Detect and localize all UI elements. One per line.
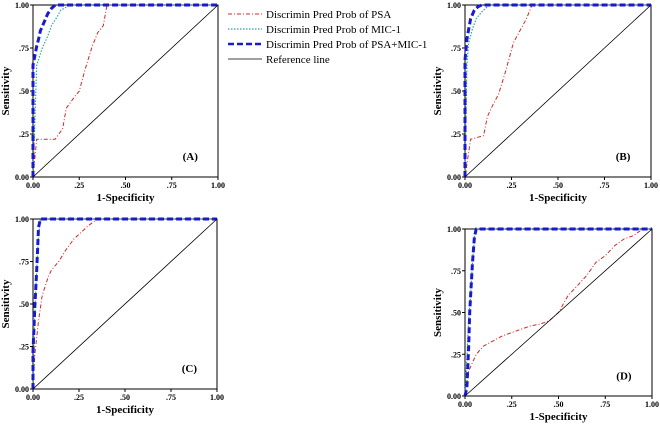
panel-label: (C) (182, 363, 198, 375)
y-tick-label: 1.00 (15, 215, 29, 224)
panel-c: 0.00 .25 .50 .75 1.00 0.00 .25 .50 .75 1.00 1-Spec… (0, 215, 224, 416)
legend-label: Reference line (266, 54, 330, 66)
y-tick-label: .25 (451, 350, 461, 359)
y-tick-label: 0.00 (447, 392, 461, 401)
x-axis-label: 1-Specificity (96, 404, 155, 416)
panel-a: 0.00 .25 .50 .75 1.00 0.00 .25 .50 .75 1.00 1-Spec… (0, 1, 225, 204)
legend-item-discrimin-pred-prob-of-psa: Discrimin Pred Prob of PSA (228, 9, 391, 21)
panel-label: (A) (183, 151, 199, 163)
x-tick-label: 1.00 (211, 181, 225, 190)
x-tick-label: .50 (121, 181, 131, 190)
series-line-discrimin-pred-prob-of-psa (32, 218, 217, 390)
x-tick-label: 1.00 (644, 181, 658, 190)
panel-b: 0.00 .25 .50 .75 1.00 0.00 .25 .50 .75 1.00 1-Spec… (432, 1, 658, 204)
x-tick-label: 0.00 (458, 181, 472, 190)
x-tick-label: 0.00 (26, 393, 40, 402)
panel-label: (D) (616, 370, 632, 382)
series-line-discrimin-pred-prob-of-psa (464, 4, 651, 178)
x-tick-label: 1.00 (645, 400, 659, 409)
y-axis-label: Sensitivity (0, 279, 12, 328)
series-line-discrimin-pred-prob-of-psa (32, 4, 218, 178)
y-tick-label: .50 (19, 300, 29, 309)
x-tick-label: .75 (166, 393, 176, 402)
x-axis-label: 1-Specificity (529, 411, 588, 423)
legend-label: Discrimin Pred Prob of MIC-1 (266, 24, 401, 36)
y-tick-label: .25 (19, 130, 29, 139)
panel-label: (B) (616, 151, 631, 163)
x-tick-label: .25 (507, 181, 517, 190)
x-tick-label: .50 (554, 400, 564, 409)
series-line-reference-line (464, 228, 653, 397)
x-tick-label: .25 (507, 400, 517, 409)
legend-label: Discrimin Pred Prob of PSA+MIC-1 (266, 39, 427, 51)
y-tick-label: 0.00 (15, 173, 29, 182)
series-line-reference-line (32, 4, 219, 178)
y-tick-label: 1.00 (447, 225, 461, 234)
y-tick-label: .50 (451, 87, 461, 96)
panel-d: 0.00 .25 .50 .75 1.00 0.00 .25 .50 .75 1.00 1-Spec… (432, 225, 659, 423)
series-line-reference-line (32, 218, 218, 390)
y-tick-label: 1.00 (15, 1, 29, 10)
legend-label: Discrimin Pred Prob of PSA (266, 9, 391, 21)
y-tick-label: .75 (451, 44, 461, 53)
series-line-discrimin-pred-prob-of-psa-mic-1 (31, 3, 218, 177)
x-tick-label: .75 (600, 181, 610, 190)
x-tick-label: .75 (167, 181, 177, 190)
y-tick-label: 0.00 (447, 173, 461, 182)
x-tick-label: .50 (120, 393, 130, 402)
series-line-discrimin-pred-prob-of-mic-1 (464, 4, 651, 178)
y-tick-label: .75 (19, 44, 29, 53)
series-line-discrimin-pred-prob-of-psa-mic-1 (31, 217, 217, 389)
y-axis-label: Sensitivity (432, 66, 444, 115)
x-tick-label: .50 (553, 181, 563, 190)
x-tick-label: 0.00 (26, 181, 40, 190)
x-axis-label: 1-Specificity (529, 192, 588, 204)
y-tick-label: .50 (451, 309, 461, 318)
legend-item-reference-line: Reference line (228, 54, 330, 66)
x-tick-label: .25 (74, 181, 84, 190)
series-line-discrimin-pred-prob-of-psa-mic-1 (463, 3, 651, 177)
x-tick-label: 0.00 (458, 400, 472, 409)
y-tick-label: 1.00 (447, 1, 461, 10)
y-tick-label: .50 (19, 87, 29, 96)
x-axis-label: 1-Specificity (96, 192, 155, 204)
legend-item-discrimin-pred-prob-of-mic-1: Discrimin Pred Prob of MIC-1 (228, 24, 401, 36)
y-tick-label: .25 (19, 343, 29, 352)
x-tick-label: .25 (74, 393, 84, 402)
x-tick-label: 1.00 (210, 393, 224, 402)
y-axis-label: Sensitivity (432, 288, 444, 337)
y-axis-label: Sensitivity (0, 66, 12, 115)
roc-panels: 0.00 .25 .50 .75 1.00 0.00 .25 .50 .75 1.00 1-Spec… (0, 1, 659, 423)
series-line-discrimin-pred-prob-of-psa (464, 228, 652, 397)
series-line-discrimin-pred-prob-of-mic-1 (32, 4, 218, 178)
series-line-reference-line (464, 4, 652, 178)
y-tick-label: 0.00 (15, 385, 29, 394)
x-tick-label: .75 (600, 400, 610, 409)
y-tick-label: .75 (19, 258, 29, 267)
y-tick-label: .25 (451, 130, 461, 139)
legend: Discrimin Pred Prob of PSA Discrimin Pred… (228, 9, 427, 66)
y-tick-label: .75 (451, 267, 461, 276)
series-line-discrimin-pred-prob-of-psa-mic-1 (463, 227, 652, 397)
legend-item-discrimin-pred-prob-of-psa-mic-1: Discrimin Pred Prob of PSA+MIC-1 (228, 39, 427, 51)
series-line-discrimin-pred-prob-of-mic-1 (32, 218, 217, 390)
